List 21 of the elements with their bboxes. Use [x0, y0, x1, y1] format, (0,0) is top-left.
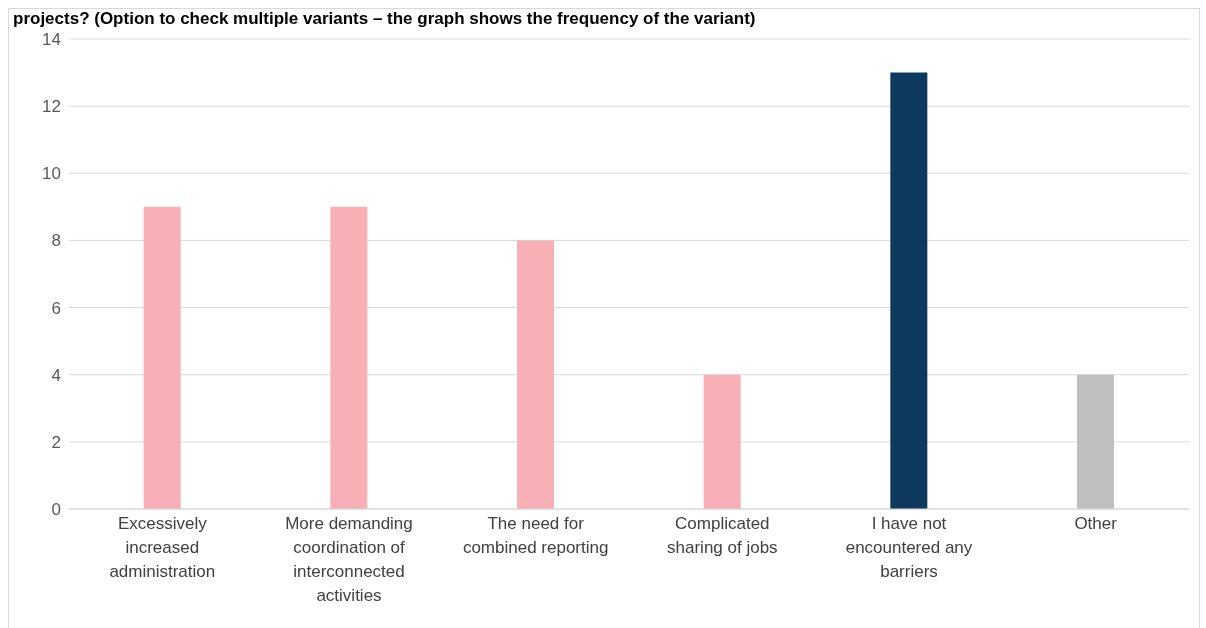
bar: [890, 72, 928, 509]
y-tick-label: 12: [42, 97, 61, 117]
y-tick-label: 2: [51, 432, 61, 452]
y-tick-label: 14: [42, 30, 61, 50]
y-tick-label: 0: [51, 500, 61, 520]
y-tick-label: 4: [51, 365, 61, 385]
x-tick-label: I have not encountered any barriers: [845, 514, 973, 581]
y-tick-label: 8: [51, 231, 61, 251]
x-tick-label: More demanding coordination of interconnected activities: [285, 514, 413, 605]
bar: [1077, 374, 1114, 509]
x-tick-label: Excessively increased administration: [109, 514, 216, 581]
bar: [703, 374, 741, 509]
y-tick-label: 10: [42, 164, 61, 184]
bar: [330, 206, 368, 509]
bar: [143, 206, 181, 509]
x-tick-label: Complicated sharing of jobs: [667, 514, 778, 557]
x-tick-label: Other: [1074, 514, 1118, 533]
y-tick-label: 6: [51, 298, 61, 318]
x-tick-label: The need for combined reporting: [462, 514, 609, 557]
bar: [517, 240, 554, 509]
chart-title: projects? (Option to check multiple variants – the graph shows the frequency of the variant): [12, 9, 757, 29]
